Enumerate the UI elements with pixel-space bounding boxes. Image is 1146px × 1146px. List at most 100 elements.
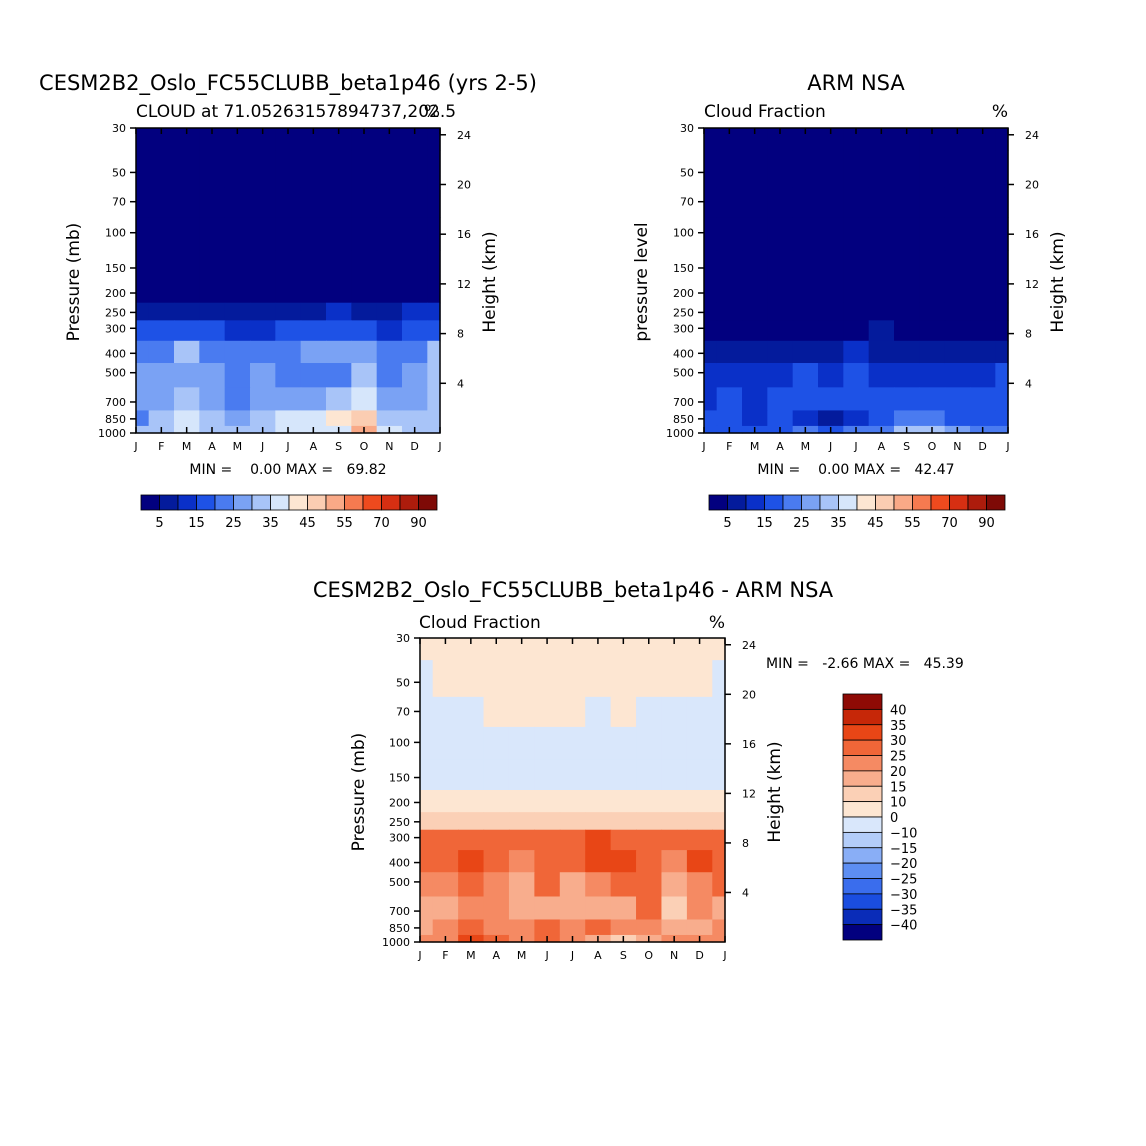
heatmap-cell [458,829,485,851]
heatmap-cell [792,410,819,427]
heatmap-cell [585,919,612,936]
heatmap-cell [767,302,794,321]
panel-obs-plot: J F M A M J J A S O N D J 30 50 70 100 150 200 250 300 400 500… [666,122,1039,453]
heatmap-cell [351,410,378,427]
colorbar-swatch [842,755,883,772]
heatmap-cell [508,829,535,851]
panel-obs: ARM NSA Cloud Fraction % J F M A M J J A S O N D J 30… [632,71,1068,531]
heatmap-cell [275,363,302,388]
heatmap-cell [275,302,302,321]
heatmap-cell [767,280,794,304]
x-tick-label: D [410,440,418,453]
heatmap-cell [818,250,844,282]
colorbar-swatch [842,893,883,910]
heatmap-cell [402,320,428,342]
heatmap-cell [995,217,1009,251]
heatmap-cell [326,302,352,321]
heatmap-cell [712,790,726,813]
heatmap-cell [458,896,485,921]
heatmap-cell [716,150,743,188]
heatmap-cell [712,829,726,851]
heatmap-cell [818,187,844,218]
heatmap-cell [818,150,844,188]
heatmap-cell [483,850,510,873]
heatmap-cell [420,638,434,661]
y-right-tick-label: 20 [457,178,471,191]
heatmap-cell [818,320,844,342]
heatmap-cell [483,812,510,831]
heatmap-cell [661,896,688,921]
heatmap-cell [970,150,996,188]
heatmap-cell [868,410,895,427]
heatmap-cell [818,302,844,321]
heatmap-cell [894,150,920,188]
heatmap-cell [224,280,251,304]
heatmap-cell [661,759,688,791]
colorbar-swatch [986,494,1006,511]
heatmap-cell [483,829,510,851]
y-tick-label: 500 [673,367,694,380]
heatmap-cell [174,363,200,388]
colorbar-label: 25 [890,750,907,765]
heatmap-cell [970,320,996,342]
heatmap-cell [636,812,663,831]
heatmap-cell [894,187,920,218]
colorbar-label: 30 [890,734,907,749]
heatmap-cell [686,726,713,761]
y-right-tick-label: 4 [457,377,464,390]
heatmap-cell [275,387,302,412]
y-tick-label: 100 [673,227,694,240]
x-tick-label: A [492,949,500,962]
heatmap-cell [716,280,743,304]
heatmap-cell [585,790,612,813]
heatmap-cell [534,872,561,898]
heatmap-cell [136,302,150,321]
panel-diff: CESM2B2_Oslo_FC55CLUBB_beta1p46 - ARM NS… [313,578,964,962]
heatmap-cell [792,363,819,388]
colorbar-label: 35 [262,516,279,531]
y-tick-label: 200 [389,796,410,809]
y-tick-label: 850 [389,922,410,935]
heatmap-cell [427,187,441,218]
colorbar-swatch [842,724,883,741]
heatmap-cell [427,250,441,282]
heatmap-cell [686,696,713,728]
heatmap-cell [326,320,352,342]
heatmap-cell [995,128,1009,151]
heatmap-cell [148,410,175,427]
heatmap-cell [534,812,561,831]
x-tick-label: S [335,440,342,453]
colorbar-swatch [140,494,160,511]
heatmap-cell [919,302,946,321]
heatmap-cell [995,387,1009,412]
heatmap-cell [376,387,403,412]
heatmap-cell [432,726,459,761]
y-tick-label: 250 [673,306,694,319]
heatmap-cell [136,128,150,151]
colorbar-swatch [842,908,883,926]
heatmap-cell [432,850,459,873]
heatmap-cell [458,660,485,698]
heatmap-cell [351,340,378,364]
y-tick-label: 50 [680,166,694,179]
heatmap-cell [610,790,637,813]
heatmap-cell [534,726,561,761]
heatmap-cell [275,320,302,342]
heatmap-cell [894,410,920,427]
heatmap-cell [427,302,441,321]
heatmap-cell [136,387,150,412]
heatmap-cell [767,387,794,412]
x-tick-label: A [310,440,318,453]
heatmap-cell [402,250,428,282]
heatmap-cell [661,919,688,936]
heatmap-cell [716,363,743,388]
heatmap-cell [300,320,327,342]
y-tick-label: 30 [396,632,410,645]
panel-diff-min-max: MIN = -2.66 MAX = 45.39 [766,656,964,672]
heatmap-cell [250,410,276,427]
heatmap-cell [250,217,276,251]
heatmap-cell [376,187,403,218]
heatmap-cell [508,638,535,661]
x-tick-label: J [701,440,705,453]
colorbar-swatch [856,494,876,511]
